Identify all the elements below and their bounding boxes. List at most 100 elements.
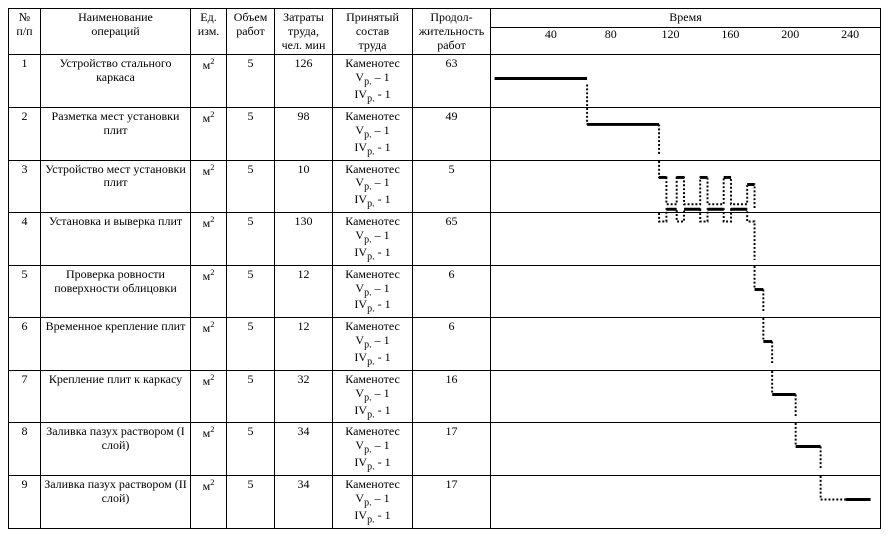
time-label: Время bbox=[491, 9, 880, 28]
cell-labor: 10 bbox=[275, 160, 333, 213]
cell-name: Установка и выверка плит bbox=[41, 213, 191, 266]
cell-labor: 32 bbox=[275, 370, 333, 423]
cell-volume: 5 bbox=[227, 107, 275, 160]
cell-duration: 5 bbox=[413, 160, 491, 213]
cell-num: 5 bbox=[9, 265, 41, 318]
gantt-svg bbox=[491, 371, 880, 418]
gantt-tick: 40 bbox=[545, 28, 557, 42]
gantt-cell bbox=[491, 213, 881, 266]
th-labor: Затратытруда,чел. мин bbox=[275, 9, 333, 55]
cell-volume: 5 bbox=[227, 318, 275, 371]
table-row: 3Устройство мест установки плитм2510Каме… bbox=[9, 160, 881, 213]
cell-labor: 98 bbox=[275, 107, 333, 160]
cell-unit: м2 bbox=[191, 423, 227, 476]
table-row: 8Заливка пазух раствором (I слой)м2534Ка… bbox=[9, 423, 881, 476]
gantt-tick: 80 bbox=[605, 28, 617, 42]
cell-crew: КаменотесVр. – 1IVр. - 1 bbox=[333, 160, 413, 213]
gantt-svg bbox=[491, 318, 880, 365]
th-crew: Принятыйсоставтруда bbox=[333, 9, 413, 55]
gantt-svg bbox=[491, 266, 880, 313]
cell-duration: 17 bbox=[413, 423, 491, 476]
gantt-tick: 120 bbox=[662, 28, 680, 42]
cell-crew: КаменотесVр. – 1IVр. - 1 bbox=[333, 107, 413, 160]
gantt-svg bbox=[491, 476, 880, 523]
cell-crew: КаменотесVр. – 1IVр. - 1 bbox=[333, 370, 413, 423]
gantt-cell bbox=[491, 370, 881, 423]
th-volume: Объемработ bbox=[227, 9, 275, 55]
cell-name: Заливка пазух раствором (I слой) bbox=[41, 423, 191, 476]
cell-num: 6 bbox=[9, 318, 41, 371]
cell-unit: м2 bbox=[191, 160, 227, 213]
cell-duration: 16 bbox=[413, 370, 491, 423]
cell-num: 4 bbox=[9, 213, 41, 266]
cell-duration: 6 bbox=[413, 265, 491, 318]
gantt-cell bbox=[491, 318, 881, 371]
cell-num: 8 bbox=[9, 423, 41, 476]
cell-num: 7 bbox=[9, 370, 41, 423]
cell-duration: 65 bbox=[413, 213, 491, 266]
cell-num: 1 bbox=[9, 55, 41, 108]
gantt-tick: 160 bbox=[721, 28, 739, 42]
th-name: Наименованиеопераций bbox=[41, 9, 191, 55]
cell-crew: КаменотесVр. – 1IVр. - 1 bbox=[333, 213, 413, 266]
cell-unit: м2 bbox=[191, 476, 227, 529]
cell-labor: 12 bbox=[275, 265, 333, 318]
cell-volume: 5 bbox=[227, 265, 275, 318]
cell-duration: 49 bbox=[413, 107, 491, 160]
table-row: 5Проверка ровности поверхности облицовки… bbox=[9, 265, 881, 318]
cell-volume: 5 bbox=[227, 476, 275, 529]
cell-volume: 5 bbox=[227, 55, 275, 108]
cell-unit: м2 bbox=[191, 370, 227, 423]
gantt-cell bbox=[491, 55, 881, 108]
gantt-tick: 200 bbox=[781, 28, 799, 42]
gantt-svg bbox=[491, 213, 880, 260]
cell-labor: 34 bbox=[275, 476, 333, 529]
cell-volume: 5 bbox=[227, 423, 275, 476]
cell-crew: КаменотесVр. – 1IVр. - 1 bbox=[333, 423, 413, 476]
cell-name: Крепление плит к каркасу bbox=[41, 370, 191, 423]
cell-unit: м2 bbox=[191, 318, 227, 371]
gantt-svg bbox=[491, 55, 880, 102]
cell-duration: 63 bbox=[413, 55, 491, 108]
cell-unit: м2 bbox=[191, 265, 227, 318]
table-row: 2Разметка мест установки плитм2598Камено… bbox=[9, 107, 881, 160]
cell-unit: м2 bbox=[191, 213, 227, 266]
cell-duration: 17 bbox=[413, 476, 491, 529]
cell-crew: КаменотесVр. – 1IVр. - 1 bbox=[333, 55, 413, 108]
cell-crew: КаменотесVр. – 1IVр. - 1 bbox=[333, 265, 413, 318]
cell-name: Устройство мест установки плит bbox=[41, 160, 191, 213]
th-duration: Продол-жительностьработ bbox=[413, 9, 491, 55]
cell-volume: 5 bbox=[227, 213, 275, 266]
gantt-tickrow: 4080120160200240 bbox=[491, 28, 880, 44]
cell-crew: КаменотесVр. – 1IVр. - 1 bbox=[333, 318, 413, 371]
cell-name: Устройство стального каркаса bbox=[41, 55, 191, 108]
th-time: Время 4080120160200240 bbox=[491, 9, 881, 55]
cell-num: 2 bbox=[9, 107, 41, 160]
th-unit: Ед.изм. bbox=[191, 9, 227, 55]
cell-name: Временное крепление плит bbox=[41, 318, 191, 371]
table-row: 6Временное крепление плитм2512КаменотесV… bbox=[9, 318, 881, 371]
cell-num: 3 bbox=[9, 160, 41, 213]
cell-volume: 5 bbox=[227, 370, 275, 423]
cell-labor: 12 bbox=[275, 318, 333, 371]
schedule-table: №п/п Наименованиеопераций Ед.изм. Объемр… bbox=[8, 8, 881, 529]
table-row: 1Устройство стального каркасам25126Камен… bbox=[9, 55, 881, 108]
gantt-svg bbox=[491, 108, 880, 155]
cell-unit: м2 bbox=[191, 107, 227, 160]
table-row: 7Крепление плит к каркасум2532КаменотесV… bbox=[9, 370, 881, 423]
gantt-cell bbox=[491, 107, 881, 160]
th-num: №п/п bbox=[9, 9, 41, 55]
cell-name: Разметка мест установки плит bbox=[41, 107, 191, 160]
cell-volume: 5 bbox=[227, 160, 275, 213]
cell-num: 9 bbox=[9, 476, 41, 529]
table-row: 9Заливка пазух раствором (II слой)м2534К… bbox=[9, 476, 881, 529]
gantt-cell bbox=[491, 423, 881, 476]
cell-labor: 130 bbox=[275, 213, 333, 266]
cell-name: Заливка пазух раствором (II слой) bbox=[41, 476, 191, 529]
gantt-cell bbox=[491, 160, 881, 213]
cell-name: Проверка ровности поверхности облицовки bbox=[41, 265, 191, 318]
table-row: 4Установка и выверка плитм25130Каменотес… bbox=[9, 213, 881, 266]
gantt-cell bbox=[491, 265, 881, 318]
gantt-svg bbox=[491, 423, 880, 470]
table-body: 1Устройство стального каркасам25126Камен… bbox=[9, 55, 881, 528]
